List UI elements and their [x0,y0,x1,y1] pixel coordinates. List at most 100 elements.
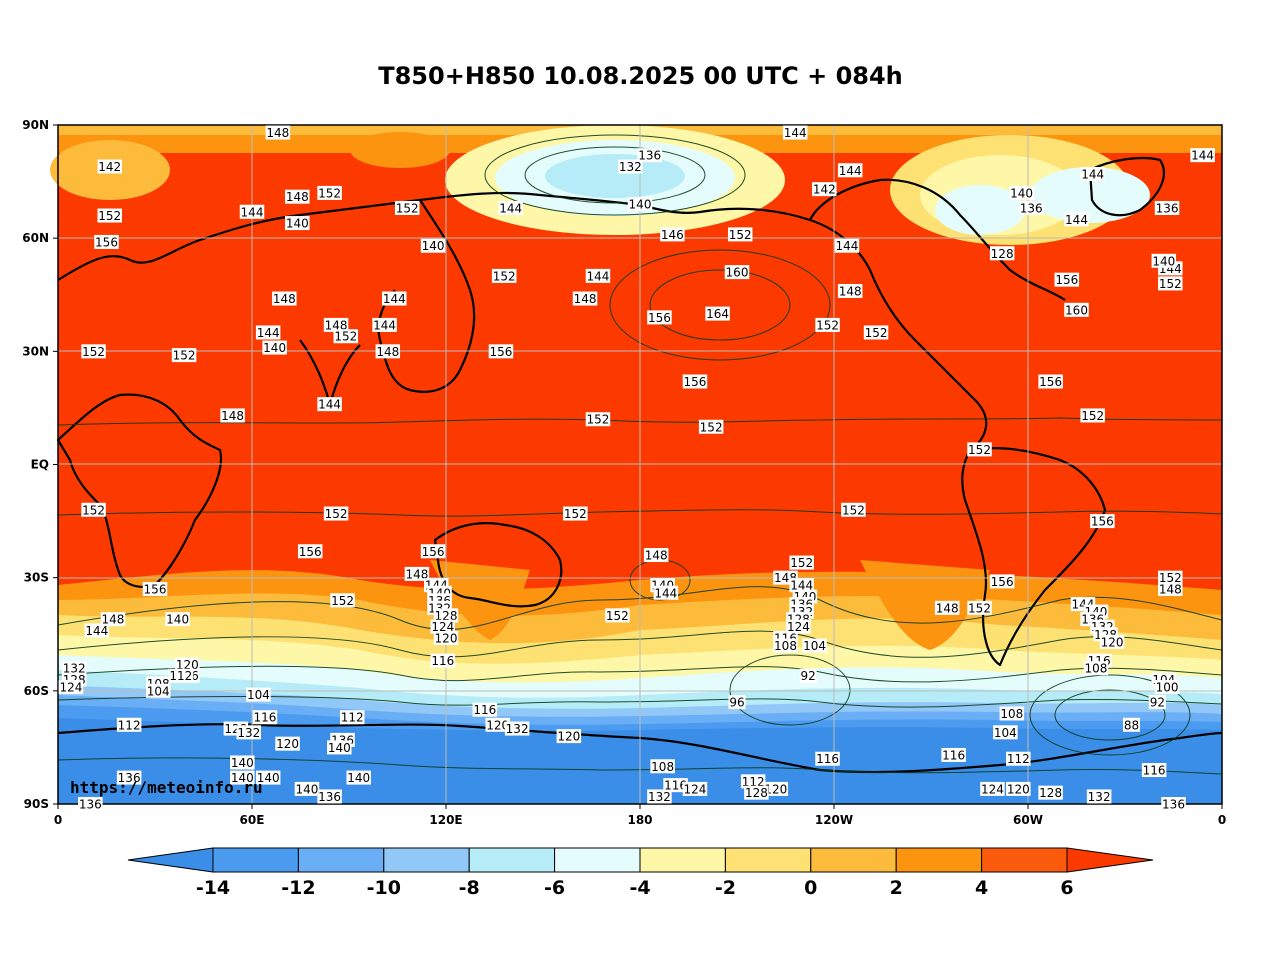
svg-text:152: 152 [816,318,839,332]
lat-label: 90N [22,118,49,132]
svg-text:144: 144 [784,126,807,140]
colorbar-label: -6 [544,877,565,899]
contour-label: 152 [333,329,359,344]
contour-label: 112 [168,668,194,683]
svg-text:148: 148 [266,126,289,140]
colorbar-segment [639,847,726,873]
svg-text:152: 152 [606,609,629,623]
svg-text:96: 96 [729,696,744,710]
contour-label: 136 [78,797,103,812]
svg-text:152: 152 [700,420,723,434]
contour-label: 156 [94,234,119,249]
svg-text:124: 124 [431,620,454,634]
colorbar-label: 0 [804,877,817,899]
svg-text:132: 132 [619,160,642,174]
svg-text:148: 148 [645,549,668,563]
svg-text:144: 144 [835,239,858,253]
svg-text:128: 128 [435,609,458,623]
svg-text:144: 144 [1081,168,1104,182]
contour-label: 148 [272,291,297,306]
svg-text:136: 136 [318,790,341,804]
svg-text:164: 164 [706,307,729,321]
contour-label: 152 [605,608,630,623]
svg-text:92: 92 [1150,696,1165,710]
colorbar-label: -4 [629,877,650,899]
svg-text:148: 148 [325,318,348,332]
contour-label: 132 [504,721,530,736]
svg-text:120: 120 [176,658,199,672]
colorbar-segment [297,847,385,873]
colorbar-label: 2 [890,877,903,899]
credit-text: https://meteoinfo.ru [70,778,263,797]
svg-text:112: 112 [118,718,141,732]
contour-label: 156 [682,374,708,389]
contour-label: 140 [262,340,287,355]
contour-label: 112 [740,774,766,789]
svg-text:152: 152 [865,326,888,340]
svg-text:120: 120 [276,737,299,751]
svg-text:148: 148 [839,284,862,298]
lon-label: 0 [1218,813,1226,827]
svg-text:148: 148 [574,292,597,306]
svg-text:132: 132 [63,662,86,676]
svg-text:128: 128 [745,786,768,800]
contour-label: 108 [773,638,798,653]
contour-label: 144 [372,317,397,332]
contour-label: 156 [1054,272,1080,287]
contour-label: 116 [430,653,456,668]
contour-label: 144 [382,291,407,306]
svg-text:124: 124 [787,620,810,634]
svg-text:148: 148 [936,601,959,615]
svg-text:116: 116 [942,748,965,762]
svg-text:124: 124 [684,782,707,796]
contour-label: 116 [252,710,278,725]
svg-text:140: 140 [296,782,319,796]
contour-label: 152 [97,208,122,223]
svg-text:142: 142 [813,183,836,197]
contour-label: 148 [404,566,430,581]
contour-label: 140 [1009,185,1034,200]
svg-text:144: 144 [839,164,862,178]
svg-text:136: 136 [1020,201,1043,215]
contour-label: 132 [61,661,87,676]
svg-text:100: 100 [1156,681,1179,695]
colorbar-extend-high [1066,847,1154,873]
svg-text:152: 152 [564,507,587,521]
contour-label: 148 [323,317,349,332]
contour-label: 144 [498,200,523,215]
svg-text:152: 152 [396,201,419,215]
svg-text:108: 108 [774,639,797,653]
colorbar-segment [981,847,1068,873]
svg-text:156: 156 [490,345,513,359]
contour-label: 146 [660,227,685,242]
svg-text:116: 116 [431,654,454,668]
svg-text:140: 140 [328,741,351,755]
svg-text:116: 116 [473,703,496,717]
lat-label: 90S [24,797,49,811]
lon-label: 120E [429,813,462,827]
svg-text:152: 152 [1081,409,1104,423]
colorbar-label: -8 [459,877,480,899]
svg-text:156: 156 [1091,515,1114,529]
svg-text:136: 136 [118,771,141,785]
contour-label: 144 [317,397,342,412]
contour-label: 148 [643,548,669,563]
svg-text:144: 144 [587,269,610,283]
contour-label: 152 [967,600,992,615]
contour-label: 140 [165,612,190,627]
svg-text:140: 140 [1152,254,1175,268]
svg-text:124: 124 [59,681,82,695]
svg-text:152: 152 [842,503,865,517]
svg-text:152: 152 [790,556,813,570]
svg-text:156: 156 [648,311,671,325]
svg-text:148: 148 [376,345,399,359]
svg-text:152: 152 [968,601,991,615]
svg-text:108: 108 [1000,707,1023,721]
contour-label: 152 [81,344,106,359]
contour-label: 136 [1154,200,1180,215]
contour-label: 144 [653,585,679,600]
contour-label: 152 [563,506,588,521]
svg-text:156: 156 [684,375,707,389]
contour-label: 140 [420,238,446,253]
